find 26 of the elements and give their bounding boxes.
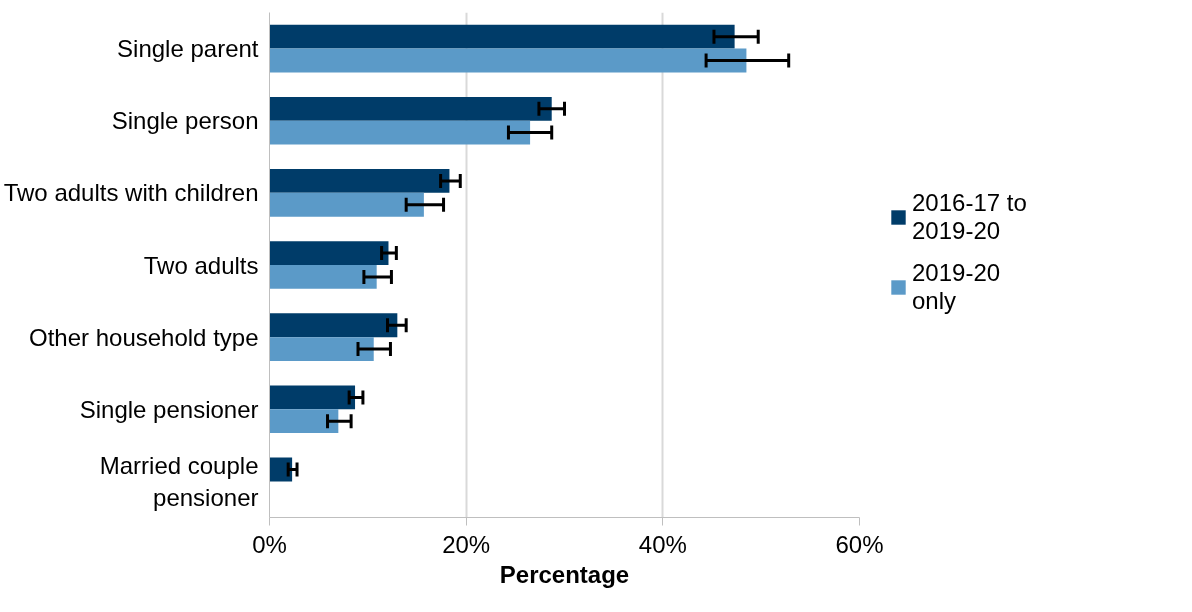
bar bbox=[269, 48, 747, 73]
bar bbox=[269, 120, 531, 145]
legend-label: 2016-17 to 2019-20 bbox=[912, 189, 1027, 245]
legend-label: 2019-20 only bbox=[912, 259, 1001, 315]
bar bbox=[269, 241, 389, 265]
bar bbox=[269, 385, 356, 410]
x-tick-label: 0% bbox=[252, 530, 287, 558]
bar bbox=[269, 96, 552, 121]
x-tick-label: 40% bbox=[638, 530, 687, 558]
bar bbox=[269, 313, 398, 338]
y-tick-label: Single parent bbox=[117, 35, 259, 63]
x-tick-label: 20% bbox=[442, 530, 491, 558]
bar bbox=[269, 192, 424, 217]
x-axis-title: Percentage bbox=[499, 560, 630, 588]
y-tick-label: Two adults with children bbox=[3, 179, 259, 207]
y-tick-label: Other household type bbox=[29, 323, 259, 351]
x-tick-label: 60% bbox=[835, 530, 884, 558]
y-tick-label: Married couple pensioner bbox=[99, 451, 259, 512]
bar bbox=[269, 337, 374, 361]
y-tick-label: Single pensioner bbox=[79, 395, 259, 423]
bar bbox=[269, 169, 450, 193]
y-tick-label: Two adults bbox=[143, 251, 259, 279]
bar bbox=[269, 24, 735, 49]
y-tick-label: Single person bbox=[111, 107, 259, 135]
bar bbox=[269, 265, 377, 289]
bar bbox=[269, 409, 339, 434]
